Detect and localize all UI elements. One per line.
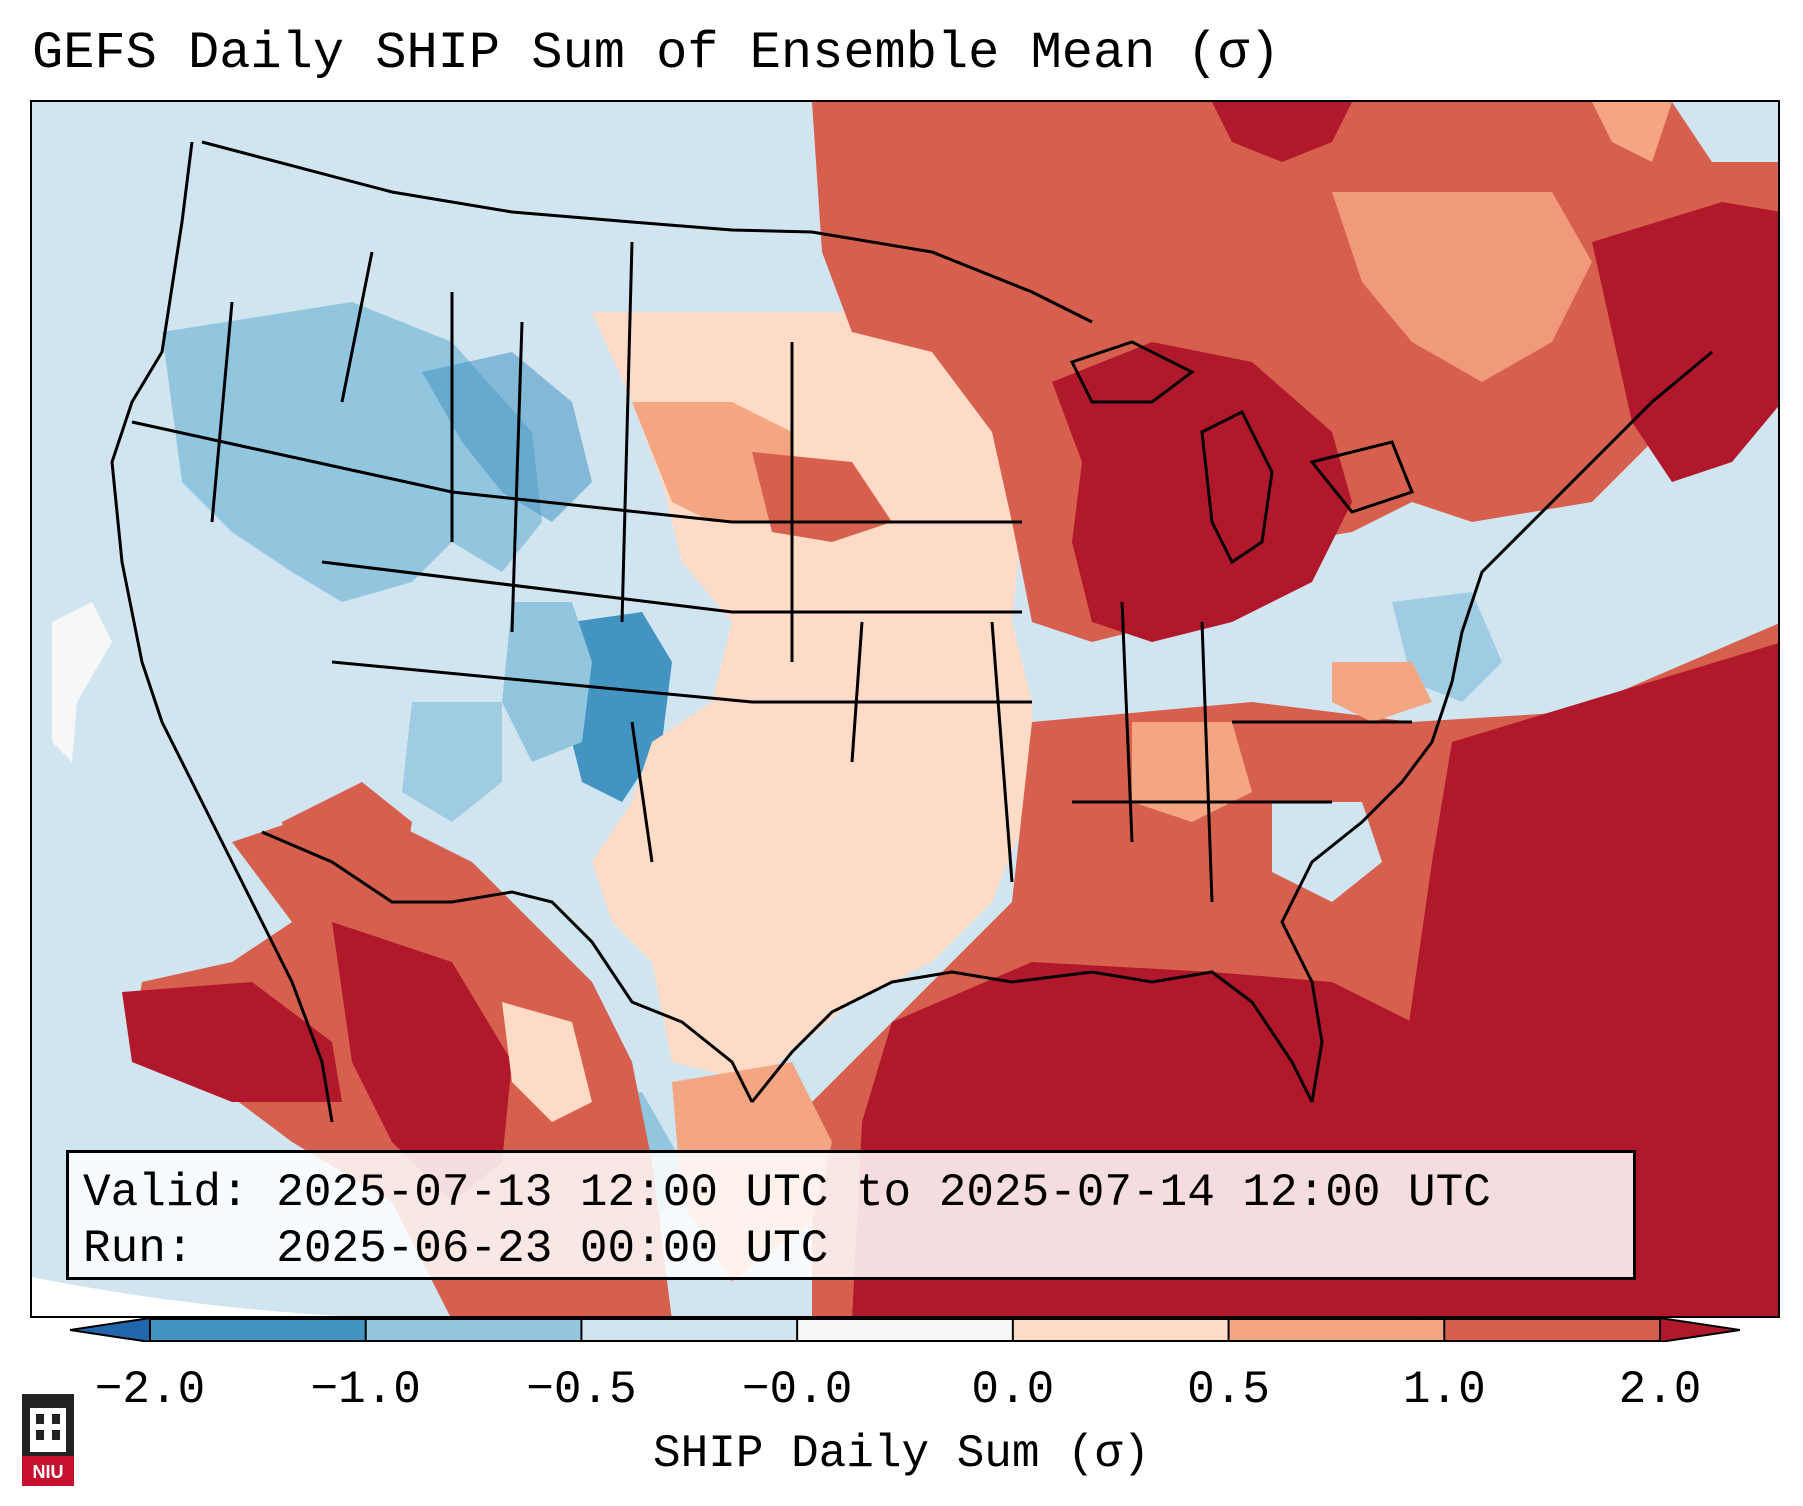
colorbar-extend-low [70,1318,151,1342]
colorbar-tick-label: −0.5 [526,1364,637,1416]
colorbar-tick-label: 1.0 [1402,1364,1486,1416]
valid-value: 2025-07-13 12:00 UTC to 2025-07-14 12:00… [276,1167,1491,1219]
shaded-field-map [32,102,1778,1316]
colorbar-tick-label: −2.0 [94,1364,206,1416]
run-value: 2025-06-23 00:00 UTC [276,1223,829,1275]
run-key: Run: [83,1223,194,1275]
valid-row: Valid: 2025-07-13 12:00 UTC to 2025-07-1… [83,1165,1619,1221]
valid-key: Valid: [83,1167,249,1219]
colorbar-bin [1444,1318,1660,1342]
map-title: GEFS Daily SHIP Sum of Ensemble Mean (σ) [32,24,1281,83]
colorbar-tick-label: 0.5 [1187,1364,1270,1416]
colorbar-bin [365,1318,582,1342]
colorbar [70,1318,1740,1342]
map-panel [30,100,1780,1318]
colorbar-tick-label: 2.0 [1618,1364,1702,1416]
colorbar-tick-label: −0.0 [741,1364,853,1416]
colorbar-bin [1012,1318,1229,1342]
colorbar-bin [797,1318,1013,1342]
colorbar-label: SHIP Daily Sum (σ) [653,1428,1150,1480]
colorbar-bin [581,1318,798,1342]
logo-text: NIU [33,1462,64,1482]
colorbar-bin [150,1318,366,1342]
valid-run-info-box: Valid: 2025-07-13 12:00 UTC to 2025-07-1… [66,1150,1636,1280]
colorbar-bin [1228,1318,1445,1342]
colorbar-extend-high [1659,1318,1740,1342]
colorbar-tick-label: −1.0 [310,1364,421,1416]
run-row: Run: 2025-06-23 00:00 UTC [83,1221,1619,1277]
colorbar-tick-label: 0.0 [971,1364,1055,1416]
niu-logo: NIU [22,1394,74,1486]
